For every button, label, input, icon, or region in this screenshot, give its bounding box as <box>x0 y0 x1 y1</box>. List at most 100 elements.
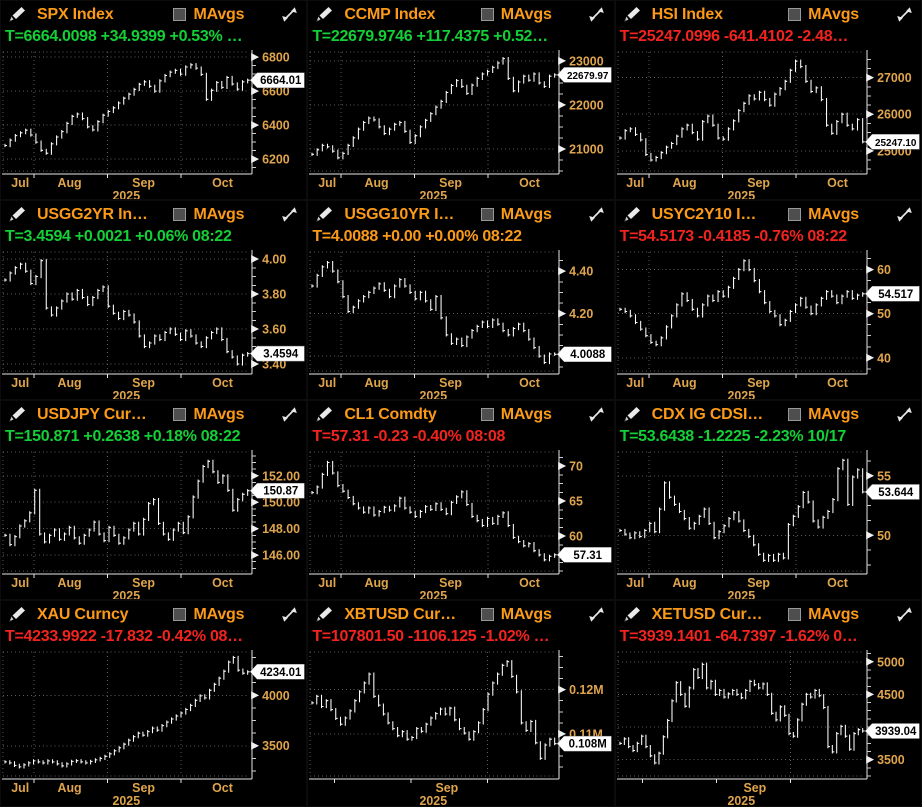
mavgs-label: MAvgs <box>808 5 859 23</box>
price-chart[interactable]: 21000 22000 23000 Jul Aug Sep Oct 2025 22679.97 <box>308 47 613 200</box>
ticker-label[interactable]: HSI Index <box>651 5 723 23</box>
price-series <box>619 458 865 562</box>
price-chart[interactable]: 60 65 70 Jul Aug Sep Oct 2025 57.31 <box>308 447 613 600</box>
mavgs-checkbox[interactable] <box>173 608 187 621</box>
expand-icon[interactable] <box>280 606 298 624</box>
mavgs-toggle[interactable]: MAvgs <box>173 406 245 424</box>
ticker-label[interactable]: CDX IG CDSI… <box>651 405 764 423</box>
panel-header: CCMP Index MAvgs <box>308 1 613 26</box>
ticker-label[interactable]: SPX Index <box>37 5 114 23</box>
mavgs-checkbox[interactable] <box>788 608 802 621</box>
annotate-pencil-icon[interactable] <box>623 606 643 624</box>
ticker-label[interactable]: XBTUSD Cur… <box>344 605 456 623</box>
annotate-pencil-icon[interactable] <box>8 6 28 24</box>
expand-icon[interactable] <box>895 6 913 24</box>
axis-labels: 146.00 148.00 150.00 152.00 Jul Aug Sep Oct 2025 <box>11 469 300 599</box>
svg-text:Sep: Sep <box>132 176 155 190</box>
ticker-label[interactable]: XAU Curncy <box>37 605 129 623</box>
svg-text:3.60: 3.60 <box>262 322 286 336</box>
price-chart[interactable]: 6200 6400 6600 6800 Jul Aug Sep Oct 2025 6664.01 <box>1 47 306 200</box>
expand-icon[interactable] <box>280 6 298 24</box>
ticker-label[interactable]: USGG10YR I… <box>344 205 455 223</box>
annotate-pencil-icon[interactable] <box>315 606 335 624</box>
price-chart[interactable]: 3500 4000 Jul Aug Sep Oct 2025 4234.01 <box>1 647 306 807</box>
price-chart[interactable]: 40 50 60 Jul Aug Sep Oct 2025 54.517 <box>616 247 921 400</box>
expand-icon[interactable] <box>280 406 298 424</box>
mavgs-toggle[interactable]: MAvgs <box>173 606 245 624</box>
mavgs-toggle[interactable]: MAvgs <box>788 606 859 624</box>
mavgs-checkbox[interactable] <box>480 8 494 21</box>
mavgs-toggle[interactable]: MAvgs <box>788 206 859 224</box>
mavgs-checkbox[interactable] <box>173 208 187 221</box>
mavgs-toggle[interactable]: MAvgs <box>480 6 552 24</box>
panel-header: XAU Curncy MAvgs <box>1 601 306 626</box>
chart-gridlines <box>2 451 250 572</box>
mavgs-toggle[interactable]: MAvgs <box>480 405 552 424</box>
axis-labels: 50 55 Jul Aug Sep Oct 2025 <box>626 469 891 600</box>
annotate-pencil-icon[interactable] <box>8 206 28 224</box>
expand-icon[interactable] <box>588 406 606 424</box>
svg-text:Aug: Aug <box>58 781 82 795</box>
ticker-label[interactable]: XETUSD Cur… <box>651 605 763 623</box>
mavgs-toggle[interactable]: MAvgs <box>173 6 245 24</box>
chart-axes <box>616 450 871 578</box>
mavgs-toggle[interactable]: MAvgs <box>788 6 859 24</box>
expand-icon[interactable] <box>280 206 298 224</box>
price-series <box>311 660 557 760</box>
mavgs-checkbox[interactable] <box>788 8 802 21</box>
mavgs-toggle[interactable]: MAvgs <box>480 606 552 624</box>
annotate-pencil-icon[interactable] <box>8 606 28 624</box>
svg-text:2025: 2025 <box>727 589 755 600</box>
mavgs-checkbox[interactable] <box>788 208 802 221</box>
svg-text:0.12M: 0.12M <box>569 683 604 697</box>
chart-gridlines <box>309 51 557 172</box>
mavgs-toggle[interactable]: MAvgs <box>480 206 552 224</box>
last-price-tag: 3.4594 <box>249 345 305 362</box>
mavgs-checkbox[interactable] <box>173 8 187 21</box>
annotate-pencil-icon[interactable] <box>623 206 643 224</box>
annotate-pencil-icon[interactable] <box>315 206 335 224</box>
mavgs-checkbox[interactable] <box>480 608 494 621</box>
price-chart[interactable]: 50 55 Jul Aug Sep Oct 2025 53.644 <box>616 447 921 600</box>
ticker-label[interactable]: USGG2YR In… <box>37 205 148 223</box>
axis-labels: 3500 4000 Jul Aug Sep Oct 2025 <box>11 689 289 806</box>
svg-text:3.80: 3.80 <box>262 287 286 301</box>
expand-icon[interactable] <box>895 206 913 224</box>
svg-text:22000: 22000 <box>569 98 604 112</box>
annotate-pencil-icon[interactable] <box>8 406 28 424</box>
expand-icon[interactable] <box>895 406 913 424</box>
mavgs-label: MAvgs <box>500 405 552 423</box>
annotate-pencil-icon[interactable] <box>315 6 335 24</box>
mavgs-checkbox[interactable] <box>173 408 187 421</box>
quote-line: T=25247.0996 -641.4102 -2.48… <box>619 28 849 45</box>
ticker-label[interactable]: CL1 Comdty <box>344 405 437 423</box>
panel-header: XBTUSD Cur… MAvgs <box>308 601 613 626</box>
mavgs-checkbox[interactable] <box>480 208 494 221</box>
expand-icon[interactable] <box>588 606 606 624</box>
ticker-label[interactable]: USYC2Y10 I… <box>651 205 757 223</box>
price-chart[interactable]: 4.20 4.40 Jul Aug Sep Oct 2025 4.0088 <box>308 247 613 400</box>
ticker-label[interactable]: USDJPY Cur… <box>37 405 147 423</box>
mavgs-toggle[interactable]: MAvgs <box>788 406 859 424</box>
annotate-pencil-icon[interactable] <box>623 406 643 424</box>
expand-icon[interactable] <box>895 606 913 624</box>
annotate-pencil-icon[interactable] <box>315 406 335 424</box>
expand-icon[interactable] <box>588 6 606 24</box>
ticker-label[interactable]: CCMP Index <box>344 5 436 23</box>
svg-text:Oct: Oct <box>212 781 233 795</box>
price-chart[interactable]: 146.00 148.00 150.00 152.00 Jul Aug Sep Oct 2025… <box>1 447 306 600</box>
svg-text:2025: 2025 <box>112 389 140 400</box>
mavgs-toggle[interactable]: MAvgs <box>173 206 245 224</box>
mavgs-checkbox[interactable] <box>788 408 802 421</box>
mavgs-label: MAvgs <box>808 405 859 423</box>
quote-line: T=150.871 +0.2638 +0.18% 08:22 <box>5 428 241 445</box>
price-series <box>619 59 865 162</box>
annotate-pencil-icon[interactable] <box>623 6 643 24</box>
mavgs-checkbox[interactable] <box>480 408 494 421</box>
expand-icon[interactable] <box>588 206 606 224</box>
